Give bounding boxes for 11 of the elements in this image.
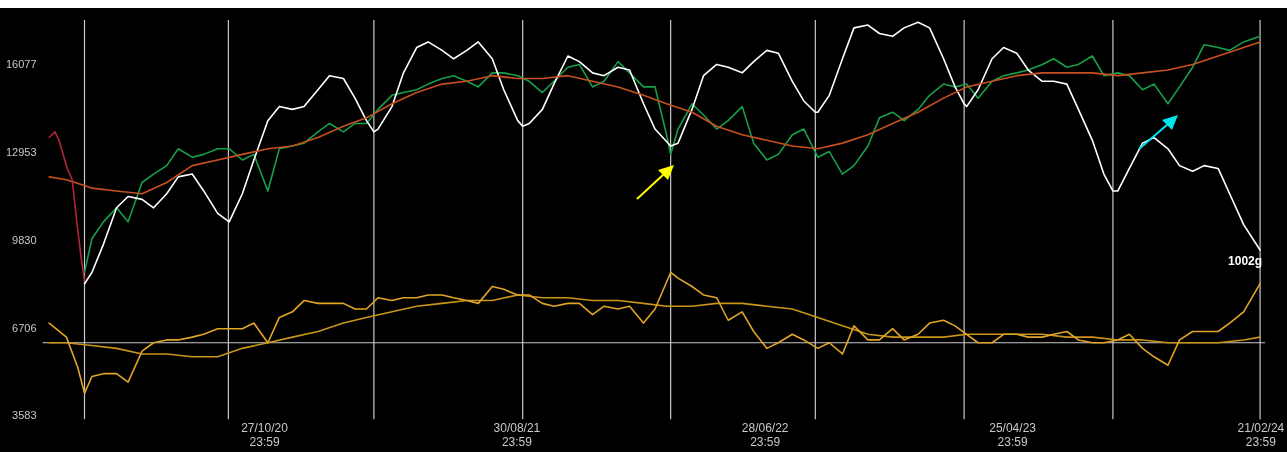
y-tick-label: 12953 <box>5 145 37 158</box>
y-tick-label: 16077 <box>5 58 37 71</box>
x-tick-label: 25/04/23 23:59 <box>989 420 1037 450</box>
y-tick-label: 3583 <box>12 409 37 422</box>
x-tick-label: 21/02/24 23:59 <box>1237 420 1285 450</box>
annotation: 1002g <box>1228 253 1263 268</box>
x-tick-label: 28/06/22 23:59 <box>741 420 789 450</box>
x-tick-label: 30/08/21 23:59 <box>493 420 541 450</box>
y-tick-label: 9830 <box>12 233 37 246</box>
y-tick-label: 6706 <box>12 321 37 334</box>
x-tick-label: 27/10/20 23:59 <box>241 420 289 450</box>
